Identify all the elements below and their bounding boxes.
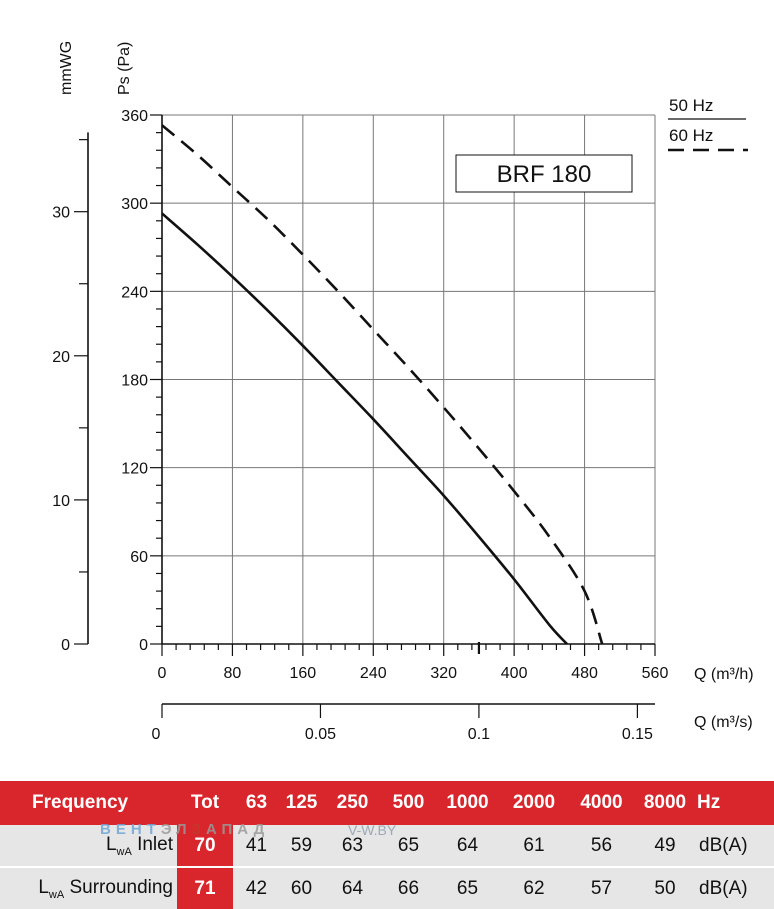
y-axis-label: Ps (Pa) — [116, 42, 133, 95]
x-tick-label: 80 — [224, 665, 242, 682]
chart-grid — [162, 114, 656, 644]
x-tick-label: 320 — [430, 665, 457, 682]
x-tick-label: 480 — [571, 665, 598, 682]
table-header-row: Frequency Tot 63 125 250 500 1000 2000 4… — [0, 781, 774, 825]
row-label-surrounding: LwA Surrounding — [0, 868, 177, 909]
y-tick-label: 360 — [121, 108, 148, 125]
table-cell: 56 — [568, 825, 635, 866]
header-band: 250 — [323, 781, 382, 825]
header-band: 2000 — [500, 781, 568, 825]
legend-60hz-label: 60 Hz — [669, 126, 713, 145]
header-unit: Hz — [695, 781, 774, 825]
chart-title-box — [455, 154, 633, 193]
row-label-inlet: LwA Inlet — [0, 825, 177, 866]
header-band: 8000 — [635, 781, 695, 825]
table-row-surrounding: LwA Surrounding 71 42 60 64 66 65 62 57 … — [0, 868, 774, 909]
table-row-inlet: LwA Inlet 70 41 59 63 65 64 61 56 49 dB(… — [0, 825, 774, 866]
series-50hz-curve — [161, 212, 568, 645]
y2-tick-label: 0 — [61, 637, 70, 654]
y-tick-label: 120 — [121, 461, 148, 478]
watermark-site: V-W.BY — [348, 822, 397, 838]
x-tick-label: 560 — [642, 665, 669, 682]
row-unit-inlet: dB(A) — [695, 825, 774, 866]
table-cell: 65 — [382, 825, 435, 866]
table-cell: 49 — [635, 825, 695, 866]
x-tick-label: 240 — [360, 665, 387, 682]
row-unit-surrounding: dB(A) — [695, 868, 774, 909]
header-band: 125 — [280, 781, 323, 825]
watermark-logo: ВЕНТЭЛЗАПАД — [100, 821, 270, 838]
table-cell: 59 — [280, 825, 323, 866]
legend-50hz-label: 50 Hz — [669, 96, 713, 115]
table-cell: 41 — [233, 825, 280, 866]
sound-power-table: Frequency Tot 63 125 250 500 1000 2000 4… — [0, 781, 774, 909]
chart-legend: 50 Hz 60 Hz — [668, 96, 748, 152]
y-tick-label: 300 — [121, 196, 148, 213]
x-tick-label: 160 — [290, 665, 317, 682]
header-band: 1000 — [435, 781, 500, 825]
table-cell: 57 — [568, 868, 635, 909]
x2-axis-label: Q (m³/s) — [694, 714, 753, 731]
y2-tick-label: 20 — [52, 349, 70, 366]
x2-tick-label: 0.1 — [468, 726, 490, 743]
header-band: 63 — [233, 781, 280, 825]
y2-axis-label: mmWG — [58, 41, 75, 95]
x2-tick-label: 0 — [152, 726, 161, 743]
table-cell: 42 — [233, 868, 280, 909]
y2-tick-label: 10 — [52, 493, 70, 510]
x2-tick-label: 0.15 — [622, 726, 653, 743]
row-tot-inlet: 70 — [177, 825, 233, 866]
header-frequency: Frequency — [0, 781, 177, 825]
table-cell: 50 — [635, 868, 695, 909]
chart-series — [161, 124, 604, 645]
y2-tick-label: 30 — [52, 205, 70, 222]
table-cell: 63 — [323, 825, 382, 866]
x2-tick-label: 0.05 — [305, 726, 336, 743]
chart-title: BRF 180 — [497, 161, 592, 188]
x-axis-label: Q (m³/h) — [694, 666, 754, 683]
table-cell: 62 — [500, 868, 568, 909]
table-cell: 65 — [435, 868, 500, 909]
table-cell: 66 — [382, 868, 435, 909]
x-tick-label: 0 — [158, 665, 167, 682]
table-cell: 61 — [500, 825, 568, 866]
row-tot-surrounding: 71 — [177, 868, 233, 909]
header-tot: Tot — [177, 781, 233, 825]
table-cell: 60 — [280, 868, 323, 909]
y-tick-label: 240 — [121, 284, 148, 301]
header-band: 500 — [382, 781, 435, 825]
y-tick-label: 180 — [121, 373, 148, 390]
table-cell: 64 — [435, 825, 500, 866]
y-tick-label: 60 — [130, 549, 148, 566]
x-tick-label: 400 — [501, 665, 528, 682]
header-band: 4000 — [568, 781, 635, 825]
y-tick-label: 0 — [139, 637, 148, 654]
table-cell: 64 — [323, 868, 382, 909]
